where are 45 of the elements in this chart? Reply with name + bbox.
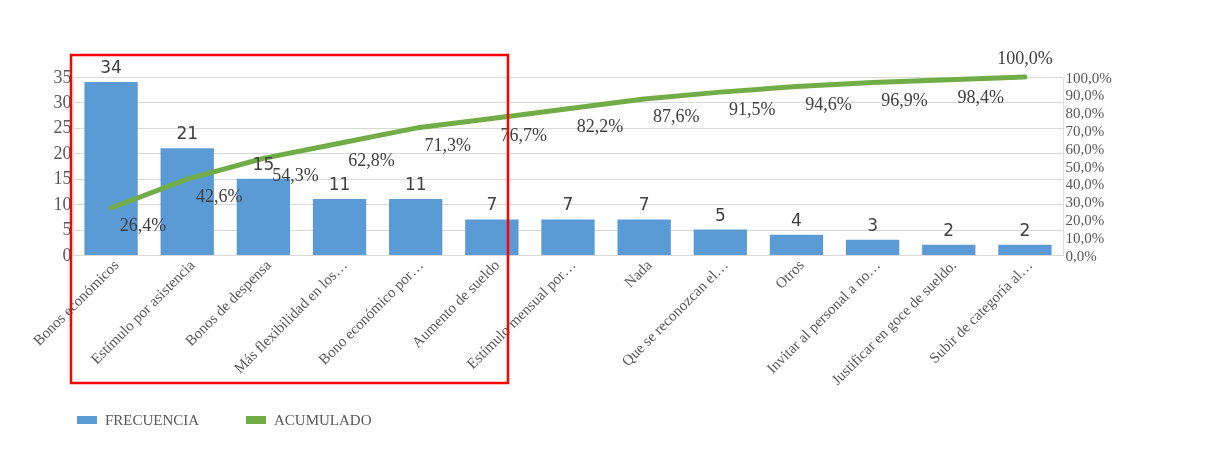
bar <box>465 219 519 255</box>
y2-tick-label: 100,0% <box>1065 69 1112 86</box>
bar <box>845 239 900 255</box>
data-label: 5 <box>714 204 726 225</box>
data-label: 71,3% <box>424 135 471 156</box>
data-label: 2 <box>1019 219 1031 240</box>
data-label: 100,0% <box>997 48 1053 68</box>
y2-tick-label: 70,0% <box>1065 122 1105 139</box>
legend-label: FRECUENCIA <box>105 412 200 428</box>
data-label: 2 <box>943 219 955 240</box>
data-label: 91,5% <box>729 99 776 120</box>
data-label: 54,3% <box>272 165 319 186</box>
y2-tick-label: 50,0% <box>1065 158 1105 175</box>
y2-tick-label: 30,0% <box>1065 194 1105 211</box>
bar <box>693 229 747 255</box>
data-label: 11 <box>404 174 427 195</box>
bar <box>998 244 1052 255</box>
legend-label: ACUMULADO <box>274 412 372 428</box>
data-label: 98,4% <box>957 86 1005 107</box>
y2-tick-label: 10,0% <box>1065 229 1105 246</box>
data-label: 21 <box>176 123 199 144</box>
data-label: 11 <box>328 174 351 195</box>
data-label: 4 <box>791 209 802 230</box>
bar <box>389 199 443 255</box>
y2-tick-label: 80,0% <box>1065 105 1105 122</box>
data-label: 7 <box>486 194 498 215</box>
data-label: 94,6% <box>805 93 852 114</box>
data-label: 7 <box>562 194 574 215</box>
bar <box>541 219 595 255</box>
bar <box>922 244 976 255</box>
data-label: 3 <box>867 214 879 235</box>
data-label: 34 <box>100 57 122 78</box>
y2-tick-label: 20,0% <box>1065 211 1105 228</box>
bar <box>769 234 824 255</box>
y2-tick-label: 40,0% <box>1065 176 1105 193</box>
y2-tick-label: 60,0% <box>1065 140 1105 157</box>
data-label: 96,9% <box>881 89 928 110</box>
y2-tick-label: 0,0% <box>1065 247 1097 264</box>
data-label: 62,8% <box>348 150 395 171</box>
data-label: 87,6% <box>652 106 700 127</box>
bar <box>312 199 367 255</box>
data-label: 7 <box>638 194 650 215</box>
y2-tick-label: 90,0% <box>1065 87 1105 104</box>
data-label: 82,2% <box>576 115 624 136</box>
bar <box>617 219 671 255</box>
